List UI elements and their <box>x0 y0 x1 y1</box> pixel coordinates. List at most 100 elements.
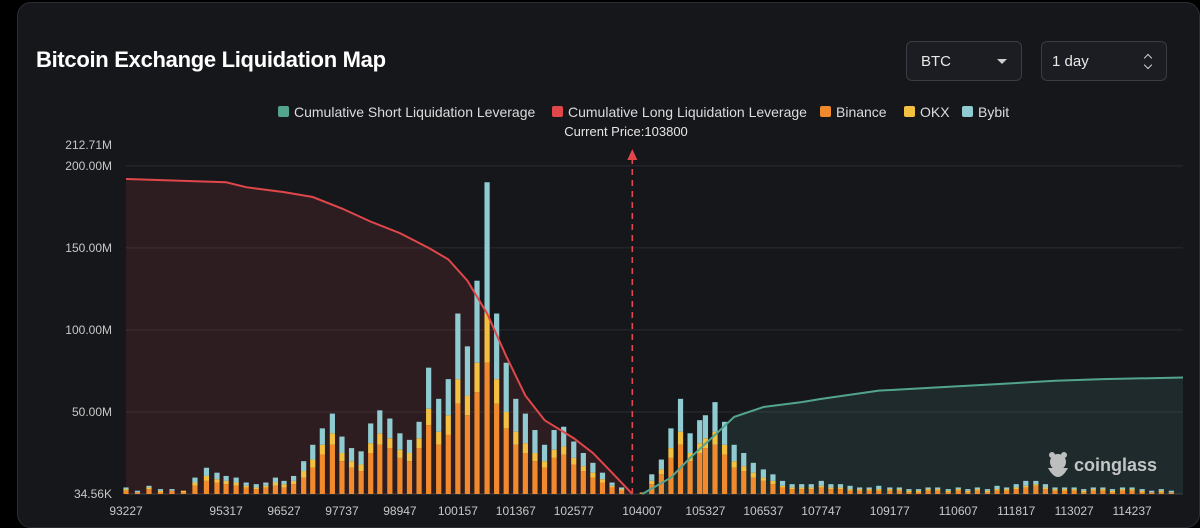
binance-bar <box>1149 492 1155 494</box>
okx-bar <box>789 487 795 490</box>
okx-bar <box>455 379 461 404</box>
okx-bar <box>397 449 403 458</box>
okx-bar <box>750 472 756 478</box>
okx-bar <box>906 490 912 493</box>
legend-short-cumulative-swatch <box>278 106 289 117</box>
bybit-bar <box>1081 489 1087 491</box>
okx-bar <box>876 489 882 491</box>
binance-bar <box>955 490 961 494</box>
binance-bar <box>233 485 239 494</box>
bybit-bar <box>945 489 951 491</box>
bybit-bar <box>974 487 981 490</box>
binance-bar <box>1013 489 1019 494</box>
binance-bar <box>1090 490 1096 494</box>
okx-bar <box>974 489 981 491</box>
bybit-bar <box>513 398 519 432</box>
bybit-bar <box>677 398 684 432</box>
binance-bar <box>291 484 297 494</box>
okx-bar <box>223 480 229 485</box>
binance-bar <box>984 492 991 494</box>
legend-okx-swatch <box>904 106 915 117</box>
bybit-bar <box>580 452 586 467</box>
binance-bar <box>339 461 345 494</box>
okx-bar <box>887 489 893 491</box>
okx-bar <box>329 433 335 445</box>
binance-bar <box>272 485 279 494</box>
binance-bar <box>503 428 509 494</box>
binance-bar <box>760 480 766 494</box>
bybit-bar <box>965 489 971 491</box>
coin-select[interactable]: BTC <box>906 41 1022 81</box>
bybit-bar <box>847 485 853 490</box>
bybit-bar <box>599 472 606 480</box>
okx-bar <box>253 487 259 490</box>
okx-bar <box>1081 490 1087 493</box>
okx-bar <box>494 379 500 404</box>
okx-bar <box>1071 489 1077 491</box>
binance-bar <box>779 487 786 494</box>
binance-bar <box>994 490 1000 494</box>
binance-bar <box>866 490 872 494</box>
binance-bar <box>281 487 287 494</box>
binance-bar <box>455 403 461 494</box>
binance-bar <box>416 448 422 494</box>
short-cumulative-line <box>641 376 1184 495</box>
okx-bar <box>945 490 951 493</box>
bybit-bar <box>1139 489 1145 491</box>
bybit-bar <box>1158 489 1164 491</box>
bybit-bar <box>329 413 335 434</box>
bybit-bar <box>590 462 596 473</box>
x-tick-label: 114237 <box>1113 504 1152 518</box>
y-tick-label: 100.00M <box>65 323 112 337</box>
binance-bar <box>915 492 922 494</box>
bybit-bar <box>906 489 912 491</box>
binance-bar <box>1168 492 1174 494</box>
bybit-bar <box>857 487 863 490</box>
okx-bar <box>291 480 297 485</box>
bybit-bar <box>1071 487 1077 490</box>
x-tick-label: 102577 <box>554 504 594 518</box>
binance-bar <box>157 492 164 494</box>
okx-bar <box>1042 487 1049 490</box>
okx-bar <box>609 485 615 488</box>
binance-bar <box>741 471 747 494</box>
okx-bar <box>1052 489 1058 491</box>
bybit-bar <box>984 489 991 491</box>
chart-panel: Bitcoin Exchange Liquidation Map BTC 1 d… <box>17 2 1200 528</box>
binance-bar <box>1119 490 1126 494</box>
bybit-bar <box>1004 487 1010 490</box>
binance-bar <box>965 492 971 494</box>
binance-bar <box>876 490 882 494</box>
bybit-bar <box>1100 487 1106 490</box>
bybit-bar <box>731 444 737 462</box>
binance-bar <box>677 444 684 494</box>
watermark-text: coinglass <box>1074 455 1157 475</box>
binance-bar <box>818 487 824 494</box>
range-select-value: 1 day <box>1052 52 1089 70</box>
bybit-bar <box>712 402 718 432</box>
bybit-bar <box>702 415 709 439</box>
binance-bar <box>925 490 931 494</box>
current-price-label: Current Price:103800 <box>564 124 688 139</box>
okx-bar <box>571 457 577 465</box>
binance-bar <box>828 489 834 494</box>
binance-bar <box>123 490 129 494</box>
okx-bar <box>426 408 432 426</box>
binance-bar <box>1023 487 1029 494</box>
okx-bar <box>741 466 747 472</box>
bybit-bar <box>721 421 728 445</box>
okx-bar <box>1061 489 1068 491</box>
bybit-bar <box>808 484 814 488</box>
okx-bar <box>1100 489 1106 491</box>
okx-bar <box>1158 490 1164 493</box>
long-cumulative-line <box>125 177 634 495</box>
binance-bar <box>619 490 625 494</box>
binance-bar <box>770 484 776 494</box>
range-select[interactable]: 1 day <box>1041 41 1167 81</box>
okx-bar <box>1090 489 1096 491</box>
plot-area: 212.71M 200.00M 150.00M 100.00M 50.00M 34.56K… <box>65 104 1184 518</box>
binance-bar <box>494 403 500 494</box>
bybit-bar <box>445 379 451 416</box>
binance-bar <box>1033 485 1039 494</box>
okx-bar <box>358 464 364 472</box>
